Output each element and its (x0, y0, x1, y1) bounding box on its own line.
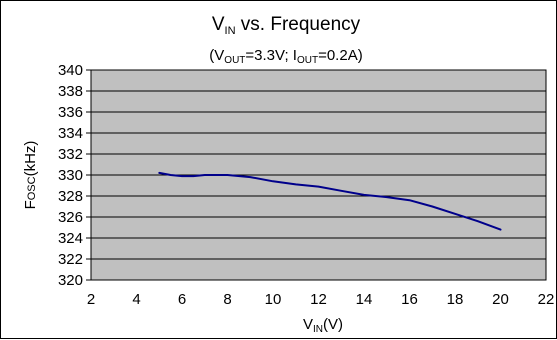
y-tick-label-328: 328 (58, 188, 83, 205)
y-tick-label-324: 324 (58, 230, 83, 247)
y-axis-label-sub: OSC (26, 176, 38, 200)
x-axis-label-main: V (303, 316, 313, 333)
x-tick-label-16: 16 (401, 291, 418, 308)
x-tick-label-20: 20 (492, 291, 509, 308)
chart-subtitle-sub1: OUT (224, 55, 245, 66)
x-tick-label-2: 2 (87, 291, 95, 308)
y-tick-labels: 320 322 324 326 328 330 332 334 336 338 340 (58, 62, 91, 289)
data-series (158, 171, 502, 231)
x-tick-label-12: 12 (310, 291, 327, 308)
y-axis-label: FOSC(kHz) (22, 141, 39, 210)
y-tick-label-330: 330 (58, 167, 83, 184)
y-tick-label-326: 326 (58, 209, 83, 226)
chart-subtitle-sub2: OUT (297, 55, 318, 66)
x-tick-label-22: 22 (538, 291, 555, 308)
y-tick-label-320: 320 (58, 272, 83, 289)
y-axis-label-main: F (22, 200, 39, 209)
chart-title-rest: vs. Frequency (236, 14, 361, 35)
chart-title-main: V (212, 14, 225, 35)
x-axis-label-sub: IN (313, 324, 323, 335)
x-tick-label-4: 4 (132, 291, 140, 308)
chart-subtitle: (VOUT=3.3V; IOUT=0.2A) (209, 47, 362, 66)
x-tick-label-18: 18 (447, 291, 464, 308)
y-tick-label-336: 336 (58, 104, 83, 121)
chart-title: VIN vs. Frequency (212, 14, 361, 37)
chart-subtitle-part3: =0.2A) (318, 47, 363, 64)
x-tick-labels: 2 4 6 8 10 12 14 16 18 20 22 (87, 291, 555, 308)
gridlines (91, 90, 546, 260)
y-tick-label-338: 338 (58, 83, 83, 100)
y-tick-label-340: 340 (58, 62, 83, 79)
y-axis-label-rest: (kHz) (22, 141, 39, 177)
x-axis-label: VIN(V) (303, 316, 343, 335)
series-line-0 (158, 171, 502, 231)
x-tick-label-10: 10 (265, 291, 282, 308)
chart-title-sub: IN (225, 25, 236, 37)
x-axis-label-rest: (V) (323, 316, 343, 333)
y-tick-label-332: 332 (58, 146, 83, 163)
y-tick-label-334: 334 (58, 125, 83, 142)
x-tick-label-8: 8 (223, 291, 231, 308)
y-tick-label-322: 322 (58, 251, 83, 268)
x-tick-label-6: 6 (178, 291, 186, 308)
chart-subtitle-part1: (V (209, 47, 224, 64)
x-tick-label-14: 14 (356, 291, 373, 308)
chart-subtitle-part2: =3.3V; I (245, 47, 297, 64)
